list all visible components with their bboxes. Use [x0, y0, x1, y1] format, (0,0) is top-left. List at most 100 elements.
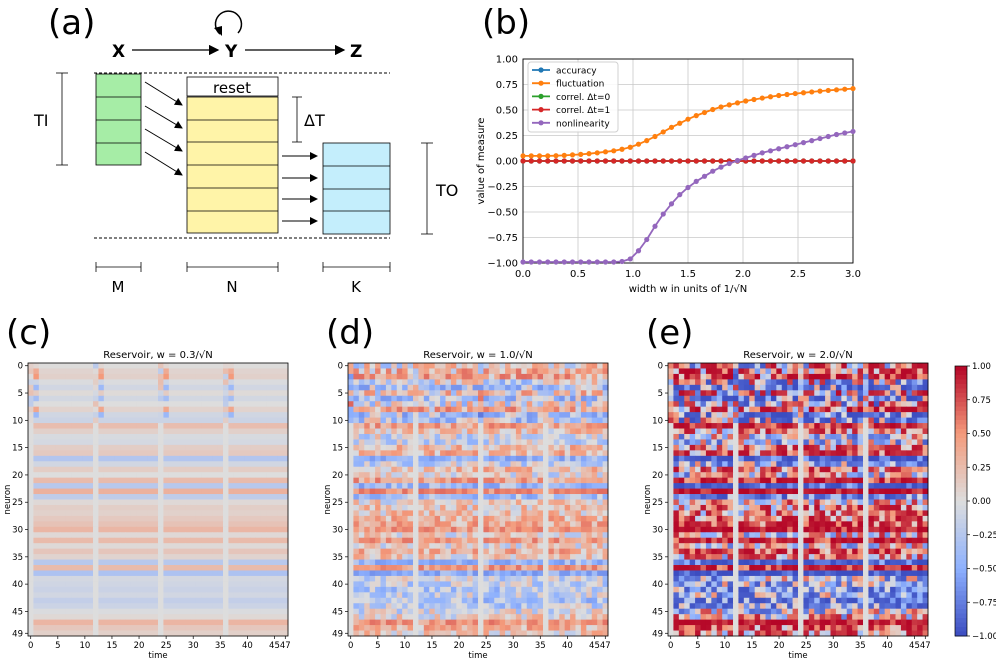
heatmap-cell [239, 504, 246, 511]
heatmap-cell [28, 483, 34, 489]
heatmap-cell [201, 630, 208, 637]
heatmap-cell [60, 450, 67, 457]
x-tick-label: 10 [79, 641, 90, 651]
heatmap-cell [125, 412, 132, 418]
heatmap-cell [190, 417, 197, 424]
heatmap-cell [271, 406, 278, 413]
heatmap-cell [185, 515, 191, 522]
heatmap-cell [505, 477, 511, 484]
heatmap-cell [179, 390, 186, 397]
heatmap-cell [271, 373, 278, 380]
heatmap-cell [82, 368, 88, 375]
heatmap-cell [391, 543, 398, 550]
heatmap-cell [564, 368, 571, 375]
heatmap-cell [109, 543, 116, 550]
heatmap-cell [158, 614, 164, 621]
heatmap-cell [375, 597, 381, 604]
heatmap-cell [483, 565, 490, 571]
heatmap-cell [76, 597, 83, 604]
heatmap-cell [440, 423, 446, 429]
heatmap-cell [260, 439, 267, 446]
heatmap-cell [147, 504, 153, 511]
heatmap-cell [483, 499, 490, 506]
heatmap-cell [532, 363, 538, 369]
heatmap-cell [250, 543, 256, 550]
heatmap-cell [141, 494, 148, 500]
heatmap-cell [38, 390, 45, 397]
heatmap-cell [147, 444, 153, 451]
heatmap-cell [586, 581, 593, 588]
k-label: K [351, 278, 362, 296]
heatmap-cell [461, 543, 468, 550]
heatmap-cell [429, 401, 436, 408]
data-point [767, 158, 774, 164]
data-point [817, 135, 823, 142]
heatmap-cell [380, 597, 387, 604]
heatmap-cell [44, 526, 51, 533]
heatmap-cell [82, 450, 88, 457]
heatmap-cell [407, 477, 414, 484]
heatmap-cell [44, 559, 51, 566]
heatmap-cell [98, 368, 105, 375]
heatmap-cell [185, 488, 191, 495]
heatmap-cell [429, 581, 436, 588]
heatmap-cell [423, 433, 430, 440]
heatmap-cell [33, 630, 40, 637]
heatmap-cell [271, 472, 278, 479]
heatmap-cell [467, 406, 473, 413]
heatmap-cell [125, 548, 132, 555]
heatmap-cell [201, 608, 208, 615]
heatmap-cell [82, 521, 88, 528]
heatmap-cell [396, 412, 403, 418]
heatmap-cell [580, 504, 587, 511]
heatmap-cell [49, 373, 56, 380]
heatmap-cell [82, 586, 88, 593]
heatmap-cell [602, 554, 609, 560]
heatmap-cell [185, 450, 191, 457]
heatmap-cell [510, 575, 517, 582]
heatmap-cell [602, 373, 609, 380]
heatmap-cell [233, 483, 240, 489]
heatmap-cell [98, 499, 105, 506]
heatmap-cell [348, 565, 354, 571]
heatmap-cell [260, 472, 267, 479]
heatmap-cell [260, 363, 267, 369]
heatmap-cell [82, 619, 88, 626]
data-point [644, 236, 650, 243]
heatmap-cell [418, 439, 425, 446]
heatmap-cell [141, 559, 148, 566]
heatmap-cell [103, 603, 110, 610]
heatmap-cell [515, 423, 522, 429]
heatmap-cell [526, 406, 533, 413]
heatmap-cell [467, 412, 473, 418]
heatmap-cell [358, 575, 365, 582]
heatmap-cell [223, 483, 229, 489]
heatmap-cell [266, 363, 273, 369]
heatmap-cell [597, 526, 603, 533]
heatmap-cell [255, 444, 262, 451]
heatmap-cell [201, 488, 208, 495]
heatmap-cell [65, 488, 72, 495]
heatmap-cell [239, 444, 246, 451]
heatmap-cell [250, 455, 256, 462]
heatmap-cell [380, 395, 387, 402]
heatmap-cell [375, 406, 381, 413]
heatmap-cell [597, 483, 603, 489]
heatmap-cell [494, 483, 501, 489]
heatmap-cell [597, 499, 603, 506]
heatmap-cell [478, 363, 484, 369]
heatmap-cell [467, 439, 473, 446]
heatmap-cell [559, 521, 566, 528]
heatmap-cell [369, 423, 376, 429]
heatmap-cell [65, 439, 72, 446]
heatmap-cell [543, 477, 549, 484]
heatmap-cell [532, 603, 538, 610]
heatmap-cell [228, 510, 235, 517]
heatmap-cell [467, 592, 473, 599]
heatmap-cell [396, 532, 403, 539]
heatmap-cell [109, 488, 116, 495]
heatmap-cell [456, 586, 463, 593]
data-point [545, 259, 551, 265]
heatmap-cell [212, 619, 218, 626]
heatmap-cell [109, 526, 116, 533]
